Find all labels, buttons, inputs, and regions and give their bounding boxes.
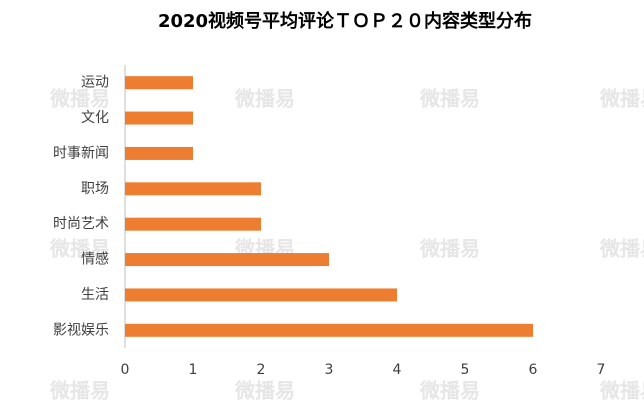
- y-tick-label: 职场: [81, 181, 109, 197]
- chart-title: 2020视频号平均评论ＴＯＰ２０内容类型分布: [158, 10, 532, 32]
- y-tick-label: 运动: [81, 75, 109, 91]
- watermark: 微播易: [49, 87, 110, 111]
- bar: [125, 76, 193, 90]
- x-tick-label: 4: [393, 362, 402, 378]
- x-tick-label: 5: [461, 362, 470, 378]
- watermark: 微播易: [599, 379, 644, 403]
- bar: [125, 182, 261, 196]
- x-tick-label: 6: [529, 362, 538, 378]
- watermark: 微播易: [419, 87, 480, 111]
- y-tick-label: 文化: [81, 110, 109, 126]
- x-tick-label: 1: [189, 362, 198, 378]
- x-tick-label: 2: [257, 362, 266, 378]
- x-tick-label: 7: [597, 362, 606, 378]
- x-tick-label: 0: [121, 362, 130, 378]
- watermark: 微播易: [49, 237, 110, 261]
- y-tick-label: 情感: [81, 251, 109, 268]
- bar: [125, 111, 193, 125]
- watermark: 微播易: [599, 87, 644, 111]
- watermark: 微播易: [419, 379, 480, 403]
- watermark: 微播易: [599, 237, 644, 261]
- bar: [125, 323, 533, 337]
- x-tick-label: 3: [325, 362, 334, 378]
- y-tick-label: 影视娱乐: [53, 322, 109, 338]
- bar: [125, 217, 261, 231]
- bar: [125, 146, 193, 160]
- watermark: 微播易: [234, 87, 295, 111]
- watermark: 微播易: [49, 379, 110, 403]
- y-tick-label: 时事新闻: [53, 145, 109, 161]
- y-tick-label: 时尚艺术: [53, 216, 109, 232]
- bar: [125, 253, 329, 267]
- bar: [125, 288, 397, 302]
- watermark: 微播易: [234, 379, 295, 403]
- watermark: 微播易: [419, 237, 480, 261]
- y-tick-label: 生活: [81, 287, 109, 303]
